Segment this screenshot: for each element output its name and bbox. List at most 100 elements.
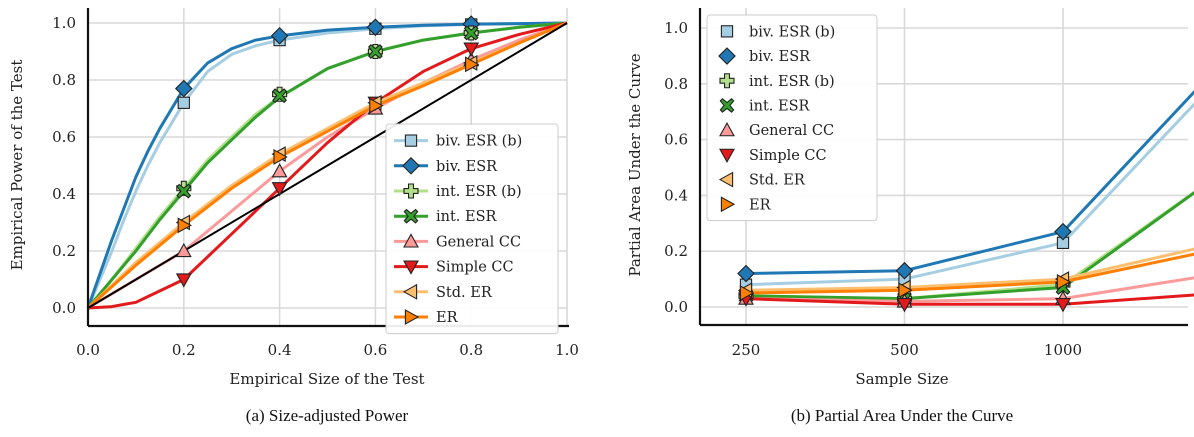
legend-label-int-esr: int. ESR	[749, 98, 811, 114]
left-y-axis-label: Empirical Power of the Test	[8, 60, 26, 271]
legend-marker-biv-esr	[718, 47, 736, 65]
right-chart: 2505001000250050000.00.20.40.60.81.0 Sam…	[626, 8, 1194, 425]
legend-label-er: ER	[436, 310, 459, 326]
legend-marker-std-er	[402, 283, 418, 300]
right-y-tick-label: 0.2	[664, 242, 688, 260]
left-y-tick-label: 0.0	[52, 299, 76, 317]
legend-marker-int-esr	[719, 98, 735, 113]
left-point-simple-cc	[271, 182, 288, 197]
right-legend: biv. ESR (b) biv. ESR int. ESR (b) int. ESR…	[706, 14, 878, 222]
legend-label-general-cc: General CC	[436, 234, 521, 250]
left-diagonal-line	[87, 22, 568, 309]
left-x-tick-label: 0.2	[172, 341, 196, 359]
left-x-axis-label: Empirical Size of the Test	[229, 370, 424, 388]
legend-box	[385, 123, 559, 335]
legend-label-int-esr-b: int. ESR (b)	[749, 74, 835, 90]
legend-marker-int-esr	[403, 208, 419, 224]
right-y-tick-label: 1.0	[664, 19, 688, 37]
right-x-axis-label: Sample Size	[855, 370, 948, 388]
legend-marker-biv-esr-b	[404, 134, 418, 147]
right-point-biv-esr	[1054, 222, 1072, 241]
right-point-simple-cc	[896, 298, 913, 313]
legend-label-biv-esr-b: biv. ESR (b)	[749, 24, 835, 40]
legend-label-biv-esr-b: biv. ESR (b)	[436, 134, 522, 150]
legend-label-biv-esr: biv. ESR	[436, 159, 498, 175]
right-caption: (b) Partial Area Under the Curve	[791, 406, 1013, 425]
left-line-biv-esr	[86, 21, 568, 309]
right-point-simple-cc	[1055, 298, 1071, 313]
right-axes	[698, 8, 1188, 327]
left-x-tick-label: 0.0	[76, 341, 100, 359]
right-y-axis-label: Partial Area Under the Curve	[626, 53, 644, 276]
left-point-simple-cc	[463, 42, 480, 57]
left-point-er	[465, 56, 480, 73]
right-y-tick-label: 0.0	[664, 298, 688, 316]
left-y-tick-label: 0.2	[52, 242, 76, 260]
left-point-er	[369, 97, 384, 114]
left-chart: 0.0 0.2 0.4 0.6 0.8 1.0 0.0 0.2 0.4 0.6 0.8 1.0 Emp…	[8, 8, 579, 425]
legend-marker-er	[404, 309, 420, 325]
right-tick-labels: 2505001000250050000.00.20.40.60.81.0	[664, 19, 1082, 359]
legend-label-int-esr-b: int. ESR (b)	[436, 184, 522, 200]
legend-marker-general-cc	[403, 233, 419, 248]
legend-label-simple-cc: Simple CC	[749, 148, 827, 164]
right-x-tick-label: 1000	[1044, 341, 1082, 359]
left-y-tick-label: 0.8	[52, 71, 76, 89]
left-point-biv-esr	[174, 79, 193, 98]
left-line-er	[87, 21, 568, 310]
left-x-tick-label: 0.6	[363, 341, 387, 359]
left-point-general-cc	[271, 163, 288, 178]
legend-marker-int-esr-b	[403, 183, 419, 199]
right-series-markers	[737, 222, 1072, 313]
left-x-tick-label: 0.8	[459, 341, 483, 359]
left-y-tick-label: 0.6	[52, 128, 76, 146]
right-x-tick-label: 250	[732, 341, 761, 359]
left-point-general-cc	[175, 242, 192, 258]
left-point-int-esr	[176, 183, 192, 199]
legend-label-simple-cc: Simple CC	[436, 260, 514, 276]
legend-label-int-esr: int. ESR	[436, 209, 498, 225]
left-y-tick-label: 0.4	[52, 185, 76, 203]
left-x-tick-label: 0.4	[268, 341, 292, 359]
left-legend: biv. ESR (b) biv. ESR int. ESR (b) int. ESR…	[385, 123, 559, 335]
legend-marker-er	[720, 196, 736, 213]
left-point-biv-esr	[366, 18, 385, 37]
left-point-er	[273, 149, 288, 165]
right-point-er	[739, 285, 755, 301]
right-point-er	[1056, 273, 1072, 290]
left-point-biv-esr-b	[177, 96, 190, 109]
left-point-int-esr	[368, 44, 383, 59]
right-point-biv-esr	[895, 261, 914, 280]
legend-marker-simple-cc	[403, 260, 419, 275]
left-point-int-esr	[272, 88, 287, 104]
legend-marker-int-esr-b	[719, 73, 735, 89]
legend-box	[706, 14, 878, 222]
right-point-biv-esr	[737, 264, 755, 283]
right-x-tick-label: 500	[890, 341, 919, 359]
left-caption: (a) Size-adjusted Power	[246, 406, 409, 425]
left-tick-labels: 0.0 0.2 0.4 0.6 0.8 1.0 0.0 0.2 0.4 0.6 0.8 1.0	[52, 14, 579, 359]
legend-label-general-cc: General CC	[749, 123, 834, 139]
left-x-tick-label: 1.0	[555, 341, 579, 359]
legend-marker-simple-cc	[719, 148, 735, 163]
legend-label-std-er: Std. ER	[436, 285, 493, 301]
left-point-biv-esr	[270, 26, 289, 45]
left-line-int-esr	[86, 21, 568, 309]
left-point-simple-cc	[175, 273, 192, 288]
legend-label-er: ER	[749, 197, 772, 213]
legend-marker-general-cc	[719, 122, 735, 137]
legend-label-biv-esr: biv. ESR	[749, 49, 811, 65]
legend-marker-biv-esr	[402, 156, 420, 175]
left-y-tick-label: 1.0	[52, 14, 76, 32]
right-point-er	[898, 282, 913, 299]
right-y-tick-label: 0.4	[664, 186, 688, 204]
left-line-simple-cc	[87, 21, 568, 310]
left-point-int-esr	[463, 25, 479, 41]
left-series-markers	[174, 15, 481, 288]
left-point-er	[177, 217, 192, 234]
legend-label-std-er: Std. ER	[749, 173, 806, 189]
legend-marker-biv-esr-b	[720, 25, 734, 38]
right-y-tick-label: 0.6	[664, 131, 688, 149]
right-y-tick-label: 0.8	[664, 75, 688, 93]
